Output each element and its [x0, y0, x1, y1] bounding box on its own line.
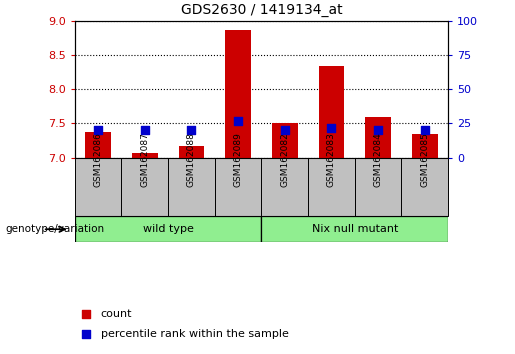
Text: GSM162082: GSM162082: [280, 132, 289, 187]
Title: GDS2630 / 1419134_at: GDS2630 / 1419134_at: [181, 4, 342, 17]
Text: GSM162088: GSM162088: [187, 132, 196, 187]
Bar: [179, 146, 204, 158]
Bar: [261, 216, 448, 242]
Bar: [75, 158, 122, 216]
Bar: [365, 117, 391, 158]
Bar: [412, 134, 438, 158]
Point: [94, 127, 102, 133]
Bar: [168, 158, 215, 216]
Bar: [132, 153, 158, 158]
Text: percentile rank within the sample: percentile rank within the sample: [101, 329, 289, 339]
Text: GSM162085: GSM162085: [420, 132, 429, 187]
Bar: [85, 132, 111, 158]
Point: [82, 331, 90, 337]
Bar: [122, 158, 168, 216]
Text: GSM162087: GSM162087: [140, 132, 149, 187]
Point: [234, 118, 242, 124]
Bar: [215, 158, 261, 216]
Point: [82, 311, 90, 316]
Text: genotype/variation: genotype/variation: [5, 224, 104, 234]
Bar: [272, 124, 298, 158]
Bar: [319, 65, 344, 158]
Point: [187, 127, 196, 133]
Text: GSM162083: GSM162083: [327, 132, 336, 187]
Text: GSM162084: GSM162084: [373, 132, 383, 187]
Bar: [75, 216, 261, 242]
Point: [421, 127, 429, 133]
Bar: [225, 30, 251, 158]
Point: [281, 127, 289, 133]
Bar: [355, 158, 401, 216]
Text: Nix null mutant: Nix null mutant: [312, 224, 398, 234]
Bar: [401, 158, 448, 216]
Text: GSM162089: GSM162089: [233, 132, 243, 187]
Point: [374, 127, 382, 133]
Point: [141, 127, 149, 133]
Bar: [308, 158, 355, 216]
Bar: [261, 158, 308, 216]
Point: [327, 125, 335, 130]
Text: GSM162086: GSM162086: [94, 132, 102, 187]
Text: wild type: wild type: [143, 224, 194, 234]
Text: count: count: [101, 309, 132, 319]
